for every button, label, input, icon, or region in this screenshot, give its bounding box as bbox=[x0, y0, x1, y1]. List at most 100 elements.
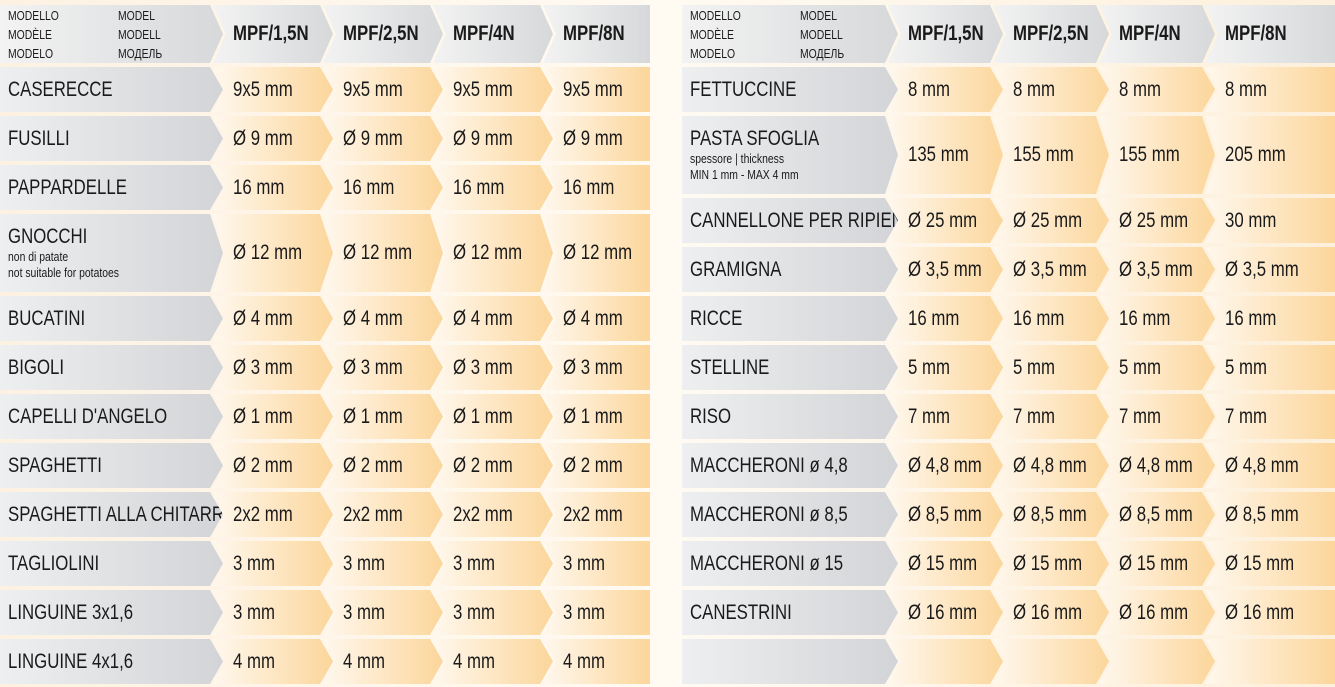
header-model-cell: MPF/4N bbox=[1099, 5, 1215, 63]
row-value-cell: 7 mm bbox=[1205, 394, 1335, 439]
row-value-cell bbox=[1099, 639, 1215, 684]
die-size-value: Ø 4 mm bbox=[343, 306, 403, 330]
die-size-value: 2x2 mm bbox=[453, 502, 513, 526]
row-value-cell: Ø 4,8 mm bbox=[1205, 443, 1335, 488]
pasta-name: RICCE bbox=[690, 306, 743, 330]
row-label-cell: CASERECCE bbox=[0, 67, 223, 112]
row-label: MACCHERONI ø 4,8 bbox=[690, 454, 887, 478]
row-value-cell: 16 mm bbox=[433, 165, 553, 210]
model-name: MPF/2,5N bbox=[343, 22, 419, 45]
die-size-value: 2x2 mm bbox=[563, 502, 623, 526]
row-value-cell: 3 mm bbox=[433, 590, 553, 635]
die-size-value: Ø 25 mm bbox=[1119, 208, 1189, 232]
header-model-label: MODELL bbox=[800, 26, 843, 42]
row-value-cell: 2x2 mm bbox=[433, 492, 553, 537]
row-value-cell: Ø 4 mm bbox=[433, 296, 553, 341]
row-value-cell: 135 mm bbox=[888, 116, 1003, 194]
die-size-value: 16 mm bbox=[563, 175, 615, 199]
header-model-label: MODEL bbox=[118, 7, 155, 23]
die-size-value: 9x5 mm bbox=[233, 77, 293, 101]
die-size-value: 16 mm bbox=[1013, 306, 1065, 330]
die-size-value: Ø 9 mm bbox=[453, 126, 513, 150]
model-name: MPF/8N bbox=[1225, 22, 1287, 45]
row-label-cell: BUCATINI bbox=[0, 296, 223, 341]
row-value-cell bbox=[1205, 639, 1335, 684]
header-model-label: MODELO bbox=[690, 45, 736, 61]
row-label: BUCATINI bbox=[8, 307, 104, 331]
die-size-value: Ø 9 mm bbox=[233, 126, 293, 150]
row-label: MACCHERONI ø 8,5 bbox=[690, 503, 887, 527]
row-label: LINGUINE 4x1,6 bbox=[8, 650, 164, 674]
die-size-value: Ø 2 mm bbox=[343, 453, 403, 477]
row-value-cell: Ø 8,5 mm bbox=[1099, 492, 1215, 537]
header-model-label: MODELLO bbox=[690, 7, 741, 23]
die-size-value: 7 mm bbox=[1119, 404, 1161, 428]
die-size-value: 4 mm bbox=[233, 649, 275, 673]
die-size-value: Ø 3 mm bbox=[453, 355, 513, 379]
row-value-cell: 5 mm bbox=[1099, 345, 1215, 390]
die-size-value: Ø 4,8 mm bbox=[1225, 453, 1299, 477]
die-size-value: 9x5 mm bbox=[343, 77, 403, 101]
pasta-note: non di patate bbox=[8, 249, 69, 264]
header-model-cell: MPF/1,5N bbox=[213, 5, 333, 63]
pasta-note: spessore | thickness bbox=[690, 151, 785, 166]
die-size-value: Ø 1 mm bbox=[453, 404, 513, 428]
row-value-cell: 9x5 mm bbox=[213, 67, 333, 112]
row-label: LINGUINE 3x1,6 bbox=[8, 601, 164, 625]
die-size-value: 3 mm bbox=[343, 551, 385, 575]
pasta-name: CANNELLONE PER RIPIENO bbox=[690, 208, 917, 232]
die-size-value: Ø 25 mm bbox=[1013, 208, 1083, 232]
row-label-cell: MACCHERONI ø 8,5 bbox=[682, 492, 898, 537]
header-model-label: МОДЕЛЬ bbox=[118, 45, 163, 61]
row-value-cell: 7 mm bbox=[1099, 394, 1215, 439]
pasta-name: GNOCCHI bbox=[8, 225, 88, 248]
row-value-cell: 3 mm bbox=[323, 541, 443, 586]
row-value-cell: 3 mm bbox=[543, 590, 650, 635]
row-value-cell: Ø 8,5 mm bbox=[993, 492, 1109, 537]
header-model-label: MODÈLE bbox=[8, 26, 52, 42]
row-value-cell: 16 mm bbox=[213, 165, 333, 210]
row-value-cell: Ø 12 mm bbox=[433, 214, 553, 292]
row-value-cell: 16 mm bbox=[323, 165, 443, 210]
header-model-cell: MPF/4N bbox=[433, 5, 553, 63]
row-value-cell: Ø 16 mm bbox=[888, 590, 1003, 635]
row-value-cell: Ø 3,5 mm bbox=[1205, 247, 1335, 292]
row-label-cell: LINGUINE 4x1,6 bbox=[0, 639, 223, 684]
pasta-name: TAGLIOLINI bbox=[8, 551, 100, 575]
die-size-value: 16 mm bbox=[908, 306, 960, 330]
die-size-value: Ø 3,5 mm bbox=[1225, 257, 1299, 281]
row-value-cell: Ø 3 mm bbox=[323, 345, 443, 390]
row-label-cell: MACCHERONI ø 15 bbox=[682, 541, 898, 586]
die-size-value: Ø 4,8 mm bbox=[1119, 453, 1193, 477]
row-value-cell: 4 mm bbox=[433, 639, 553, 684]
die-size-value: Ø 3 mm bbox=[563, 355, 623, 379]
row-label-cell: SPAGHETTI ALLA CHITARRA bbox=[0, 492, 223, 537]
die-size-value: 3 mm bbox=[233, 551, 275, 575]
die-size-value: Ø 12 mm bbox=[343, 241, 413, 264]
model-name: MPF/4N bbox=[1119, 22, 1181, 45]
row-value-cell: Ø 1 mm bbox=[543, 394, 650, 439]
die-size-value: 3 mm bbox=[453, 551, 495, 575]
row-label: CANESTRINI bbox=[690, 601, 817, 625]
row-value-cell: Ø 4 mm bbox=[323, 296, 443, 341]
die-size-value: 155 mm bbox=[1119, 143, 1180, 166]
pasta-name: MACCHERONI ø 4,8 bbox=[690, 453, 848, 477]
row-value-cell: Ø 3,5 mm bbox=[888, 247, 1003, 292]
row-value-cell: 4 mm bbox=[543, 639, 650, 684]
die-size-value: 205 mm bbox=[1225, 143, 1286, 166]
row-value-cell: 8 mm bbox=[1099, 67, 1215, 112]
die-size-value: Ø 1 mm bbox=[233, 404, 293, 428]
die-size-value: 16 mm bbox=[1119, 306, 1171, 330]
die-size-value: Ø 8,5 mm bbox=[1225, 502, 1299, 526]
row-label: STELLINE bbox=[690, 356, 789, 380]
die-size-value: Ø 2 mm bbox=[453, 453, 513, 477]
row-value-cell: 3 mm bbox=[323, 590, 443, 635]
die-size-value: Ø 16 mm bbox=[1119, 600, 1189, 624]
die-size-value: Ø 4,8 mm bbox=[908, 453, 982, 477]
row-value-cell bbox=[993, 639, 1109, 684]
die-size-value: 3 mm bbox=[563, 600, 605, 624]
row-value-cell: Ø 4,8 mm bbox=[888, 443, 1003, 488]
row-label: TAGLIOLINI bbox=[8, 552, 122, 576]
row-value-cell: Ø 2 mm bbox=[543, 443, 650, 488]
row-value-cell: 16 mm bbox=[1205, 296, 1335, 341]
